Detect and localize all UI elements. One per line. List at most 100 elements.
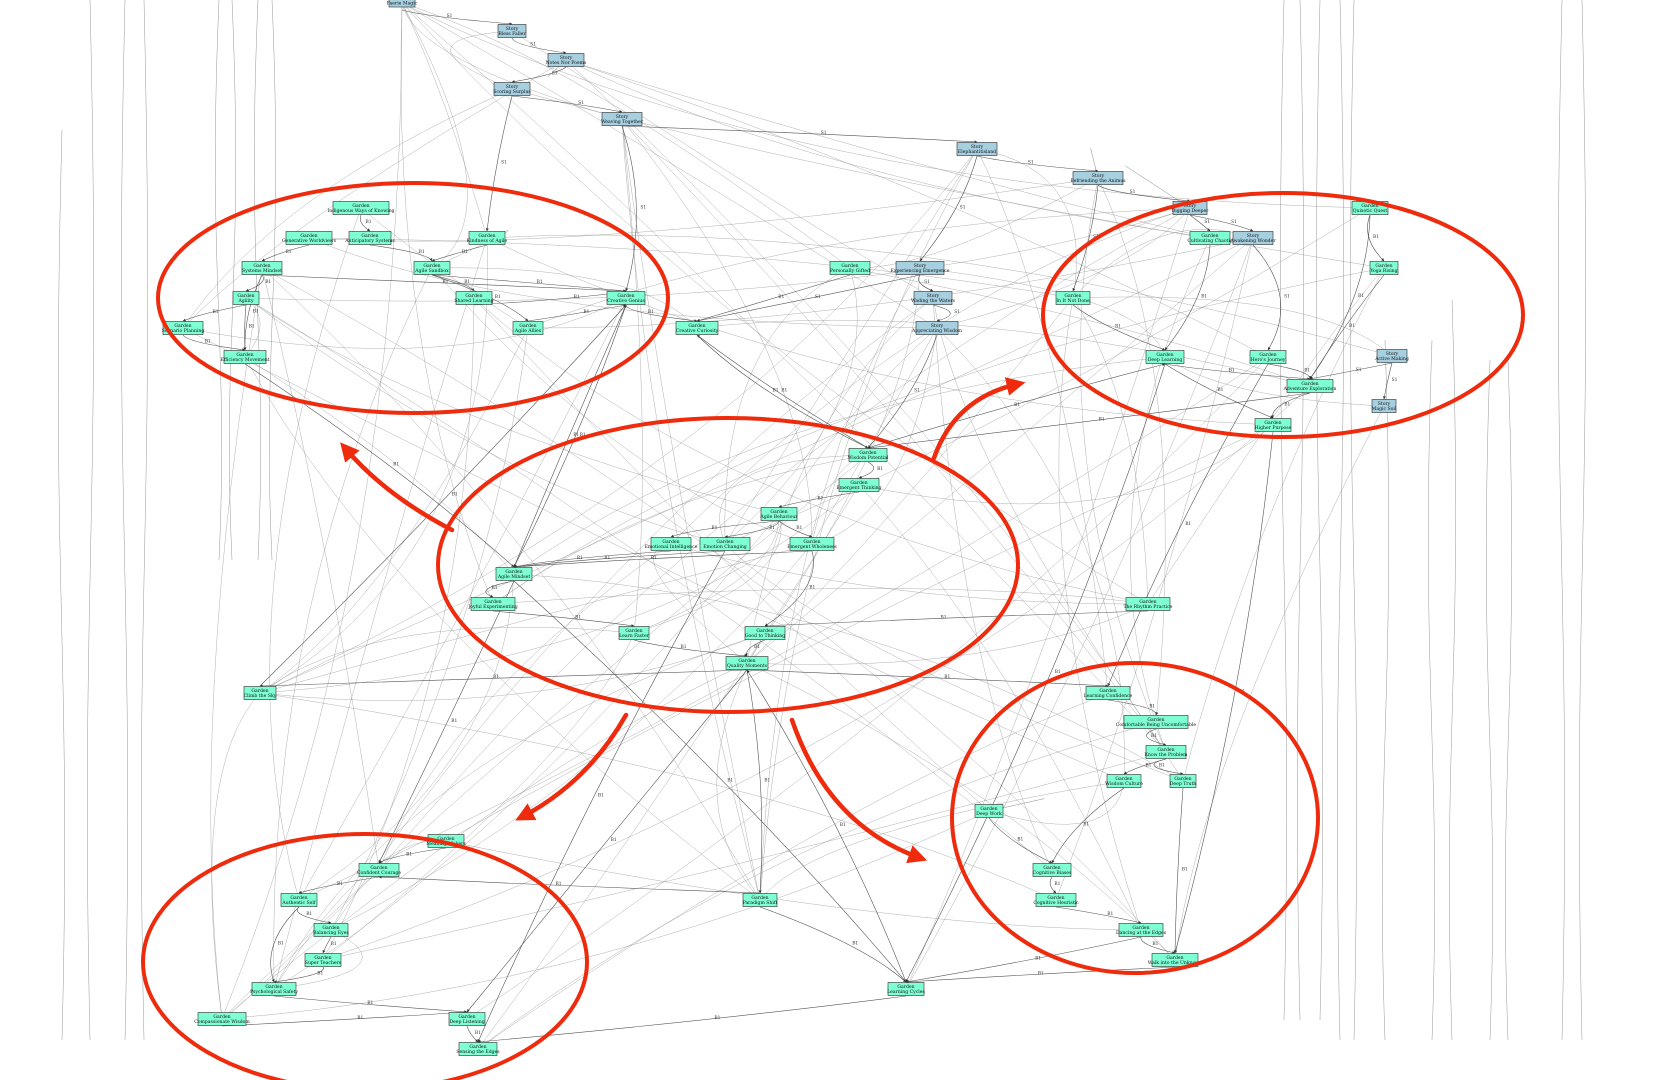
edge bbox=[270, 906, 300, 983]
background-edge bbox=[486, 237, 1274, 426]
node-label: Balancing Eyes bbox=[313, 930, 349, 936]
node-label: Story bbox=[931, 323, 944, 329]
node-label: Garden bbox=[841, 263, 858, 269]
node-box bbox=[1371, 399, 1397, 413]
edge bbox=[511, 95, 623, 113]
background-edge bbox=[513, 573, 1184, 782]
node-box bbox=[887, 982, 925, 996]
highlight-circle bbox=[950, 661, 1320, 975]
node-box bbox=[1254, 418, 1292, 432]
node-label: Garden bbox=[1139, 599, 1156, 605]
edge bbox=[378, 847, 447, 864]
node-label: Garden bbox=[662, 539, 679, 545]
background-edge bbox=[269, 0, 276, 561]
background-edge bbox=[1428, 339, 1435, 1041]
edge bbox=[1153, 758, 1184, 776]
node-label: Learn Faster bbox=[619, 633, 650, 639]
background-edge bbox=[527, 207, 1191, 329]
faerie-magic-node[interactable]: Faerie Magic bbox=[387, 0, 418, 8]
node-box bbox=[304, 953, 342, 967]
background-edge bbox=[919, 267, 1166, 358]
node-label: Garden bbox=[980, 806, 997, 812]
edge bbox=[431, 274, 627, 293]
node-label: Garden bbox=[213, 1014, 230, 1020]
node-label: Learning Cycles bbox=[887, 989, 925, 995]
edge bbox=[746, 669, 1109, 688]
background-edge bbox=[724, 267, 858, 545]
background-edge bbox=[431, 267, 813, 545]
edge-label: B1 bbox=[727, 779, 733, 784]
node-box bbox=[497, 24, 527, 38]
node-label: Adventure Exploration bbox=[1283, 386, 1337, 392]
edge-label: S1 bbox=[1231, 220, 1237, 225]
background-edge bbox=[1072, 296, 1393, 357]
